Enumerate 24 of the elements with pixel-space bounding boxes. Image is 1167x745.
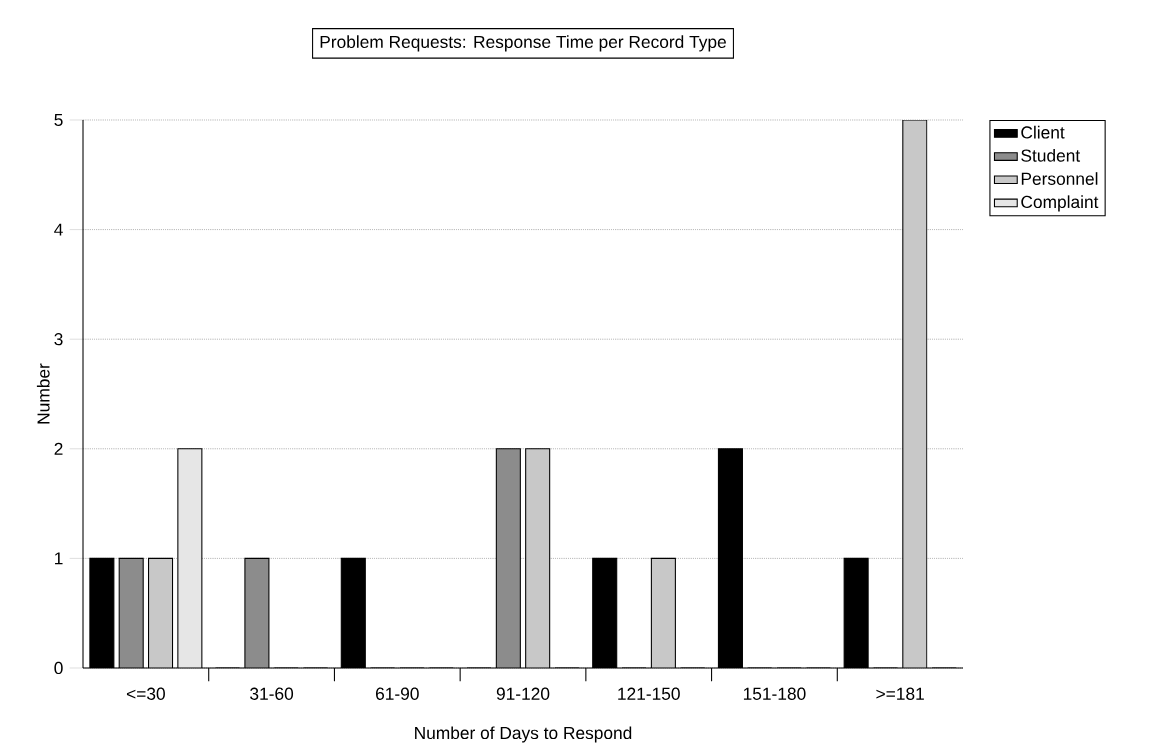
bar <box>119 558 144 668</box>
y-tick-label: 1 <box>55 552 63 565</box>
x-axis-title: Number of Days to Respond <box>415 726 632 743</box>
legend-label: Client <box>1021 125 1065 139</box>
y-tick-label: 5 <box>54 113 63 127</box>
y-tick-label: 4 <box>54 223 63 236</box>
chart-title: Problem Requests: Response Time per Record Type <box>320 35 726 52</box>
legend-label: Student <box>1021 149 1081 162</box>
y-tick-label: 0 <box>54 661 63 675</box>
y-tick-label: 3 <box>54 333 63 346</box>
y-axis-title: Number <box>36 363 50 424</box>
x-tick-label: 121-150 <box>618 687 680 700</box>
bar <box>177 448 202 668</box>
x-tick-label: 151-180 <box>743 687 806 700</box>
bar <box>496 448 521 668</box>
y-tick-label: 2 <box>54 442 63 455</box>
x-tick-label: >=181 <box>876 687 924 700</box>
x-tick-label: 91-120 <box>496 687 550 700</box>
x-tick-label: 61-90 <box>376 687 419 700</box>
legend-label: Complaint <box>1021 195 1099 212</box>
x-tick-label: <=30 <box>126 687 165 700</box>
legend-label: Personnel <box>1021 172 1098 185</box>
bar <box>244 558 269 668</box>
x-tick-label: 31-60 <box>250 687 294 700</box>
